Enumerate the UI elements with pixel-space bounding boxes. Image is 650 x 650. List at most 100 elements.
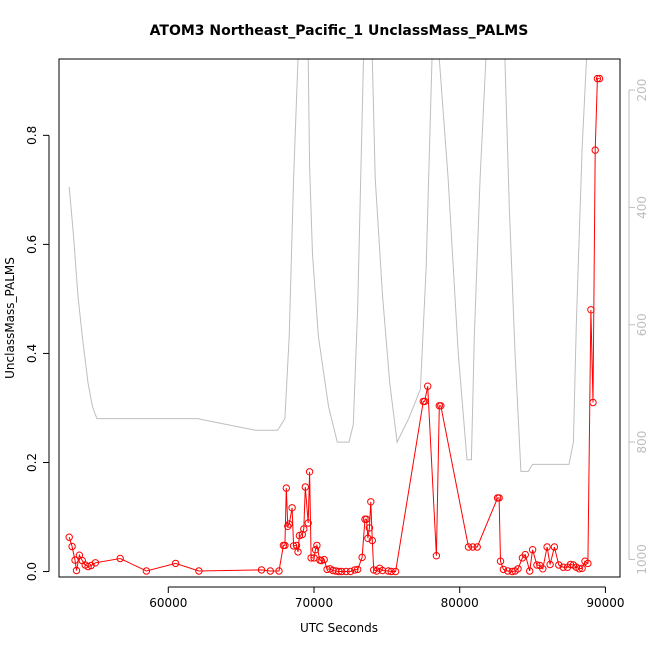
data-point <box>473 543 481 551</box>
data-point <box>368 536 376 545</box>
data-point <box>332 567 340 575</box>
data-point <box>313 541 321 550</box>
data-point <box>578 564 586 572</box>
data-point <box>311 546 320 554</box>
data-point <box>72 566 81 575</box>
data-point <box>320 555 328 564</box>
data-point <box>521 550 529 559</box>
y-tick-label: 0.0 <box>25 562 39 581</box>
data-point <box>508 567 516 576</box>
data-point <box>384 567 392 575</box>
data-point <box>526 567 534 575</box>
right-tick-label: 600 <box>635 313 649 336</box>
data-point <box>391 567 400 576</box>
chart-title: ATOM3 Northeast_Pacific_1 UnclassMass_PA… <box>150 23 529 39</box>
data-point <box>354 565 362 574</box>
data-point <box>346 567 355 576</box>
x-tick-label: 70000 <box>295 596 333 610</box>
data-point <box>281 541 289 550</box>
data-point <box>116 554 124 563</box>
data-point <box>266 567 274 575</box>
y-tick-label: 0.6 <box>25 235 39 254</box>
data-point <box>284 522 292 530</box>
data-point <box>294 548 302 556</box>
data-point <box>593 74 602 83</box>
data-point <box>514 565 522 573</box>
data-point <box>504 567 512 575</box>
y-tick-label: 0.8 <box>25 126 39 145</box>
data-point <box>566 560 575 569</box>
data-point <box>495 494 503 502</box>
x-tick-label: 80000 <box>441 596 479 610</box>
data-point <box>68 542 76 551</box>
x-axis-label: UTC Seconds <box>300 621 378 635</box>
data-point <box>285 520 293 528</box>
data-point <box>499 565 508 574</box>
data-point <box>365 524 374 532</box>
data-point <box>591 146 599 154</box>
right-tick-label: 400 <box>635 196 649 219</box>
data-point <box>335 567 343 576</box>
data-point <box>364 534 372 542</box>
data-point <box>304 519 312 527</box>
data-point <box>533 561 541 569</box>
data-point <box>584 559 592 568</box>
right-tick-label: 200 <box>635 79 649 102</box>
data-point <box>351 566 359 574</box>
axes-layer: 60000 70000 80000 90000 0.0 0.2 0.4 0.6 0.8 200 40… <box>25 79 649 610</box>
data-point <box>282 484 290 492</box>
plot-frame <box>58 58 621 578</box>
data-point <box>543 543 551 551</box>
data-point <box>195 567 203 575</box>
series-layer <box>68 59 600 573</box>
data-point <box>257 566 266 574</box>
data-point <box>65 533 73 541</box>
data-point <box>300 525 308 533</box>
data-point <box>358 553 366 562</box>
y-tick-label: 0.4 <box>25 344 39 363</box>
data-point <box>469 543 477 551</box>
data-point <box>559 563 567 571</box>
data-point <box>288 504 296 512</box>
data-point <box>71 556 79 564</box>
data-point <box>378 566 387 575</box>
data-point <box>421 397 429 406</box>
data-point <box>171 559 180 568</box>
data-point <box>91 559 100 567</box>
data-point <box>301 483 309 491</box>
series-line-1 <box>68 78 600 573</box>
data-point <box>589 398 597 407</box>
data-point <box>464 543 473 551</box>
y-tick-label: 0.2 <box>25 453 39 472</box>
data-point <box>142 567 151 575</box>
data-point <box>587 306 595 314</box>
data-point <box>289 542 298 550</box>
data-point <box>496 557 505 565</box>
data-point <box>424 382 432 390</box>
data-point <box>575 565 583 573</box>
data-point <box>305 468 314 476</box>
data-point <box>275 567 283 575</box>
data-point <box>298 530 306 539</box>
data-point <box>367 498 375 506</box>
y-axis-label: UnclassMass_PALMS <box>3 257 17 379</box>
data-point <box>437 402 445 410</box>
x-tick-label: 90000 <box>586 596 624 610</box>
x-tick-label: 60000 <box>149 596 187 610</box>
data-point <box>432 552 441 560</box>
data-point <box>550 543 559 551</box>
right-tick-label: 800 <box>635 431 649 454</box>
points-layer <box>65 74 604 576</box>
data-point <box>595 74 604 83</box>
data-point <box>528 546 537 554</box>
data-point <box>362 515 371 523</box>
series-line-2 <box>68 59 587 472</box>
data-point <box>338 567 346 576</box>
data-point <box>342 567 350 576</box>
data-point <box>307 554 315 562</box>
data-point <box>539 565 547 573</box>
data-point <box>387 567 395 576</box>
right-tick-label: 1000 <box>635 544 649 575</box>
data-point <box>546 560 554 569</box>
